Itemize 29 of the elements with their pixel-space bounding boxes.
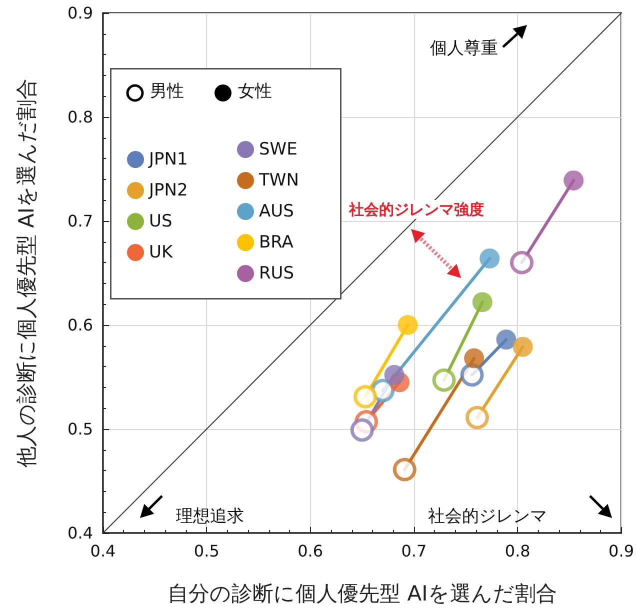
x-tick-label: 0.6 [298, 542, 324, 560]
annotation: 理想追求 [176, 506, 244, 526]
x-tick-label: 0.9 [608, 542, 634, 560]
y-tick-label: 0.6 [68, 316, 93, 334]
x-axis-title: 自分の診断に個人優先型 AIを選んだ割合 [168, 582, 557, 606]
x-tick-label: 0.8 [504, 542, 530, 560]
x-tick-label: 0.5 [194, 542, 220, 560]
legend-label: RUS [259, 264, 294, 284]
y-tick-label: 0.9 [68, 4, 93, 22]
legend-label: US [149, 212, 172, 232]
annotation: 女性 [238, 82, 272, 102]
legend-label: AUS [259, 202, 294, 222]
x-tick-label: 0.4 [90, 542, 116, 560]
y-tick-label: 0.7 [68, 212, 93, 230]
y-tick-label: 0.5 [68, 420, 93, 438]
annotation: 社会的ジレンマ [428, 506, 547, 526]
annotation: 男性 [150, 82, 184, 102]
legend-label: UK [149, 242, 174, 262]
legend-label: BRA [259, 232, 294, 252]
y-axis-title: 他人の診断に個人優先型 AIを選んだ割合 [14, 78, 38, 468]
y-tick-label: 0.4 [68, 524, 93, 542]
legend-label: JPN1 [148, 150, 188, 170]
legend-label: SWE [259, 140, 298, 160]
y-tick-label: 0.8 [68, 108, 93, 126]
x-tick-label: 0.7 [401, 542, 427, 560]
annotation: 社会的ジレンマ強度 [348, 200, 484, 218]
legend-label: JPN2 [148, 180, 188, 200]
annotation: 個人尊重 [430, 38, 498, 58]
legend-label: TWN [258, 170, 299, 190]
